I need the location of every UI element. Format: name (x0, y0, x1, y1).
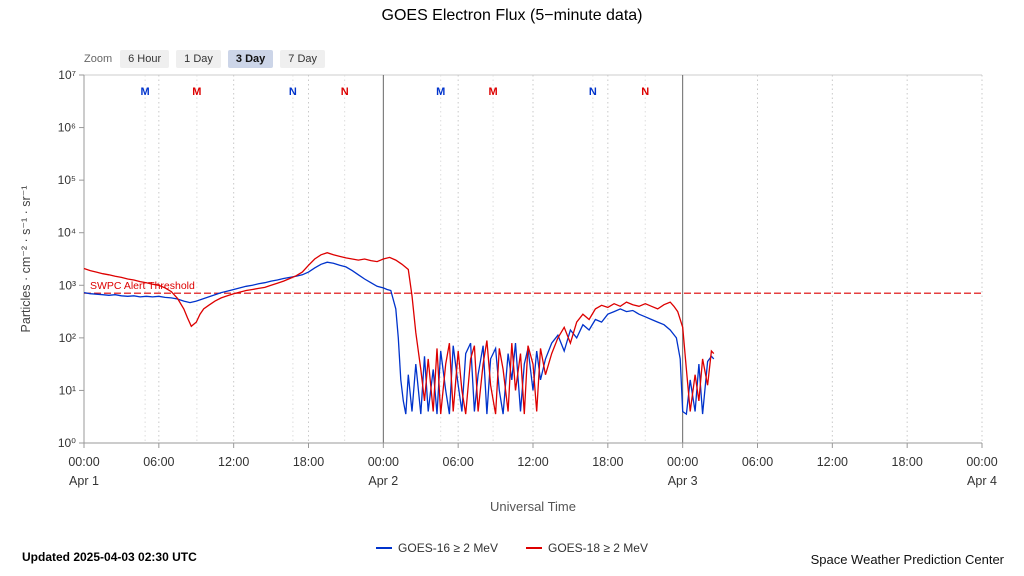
sat-local-time-marker: N (589, 86, 597, 98)
chart-title: GOES Electron Flux (5−minute data) (381, 7, 643, 24)
x-tick-label: 18:00 (293, 455, 324, 469)
series-line-goes16 (83, 261, 715, 416)
x-tick-label: 12:00 (218, 455, 249, 469)
x-tick-label: 06:00 (143, 455, 174, 469)
flux-chart-plot-area[interactable]: 00:00 06:00 12:00 18:00 00:00 06:00 12:00 18:00… (0, 0, 1024, 530)
sat-local-time-marker: N (641, 86, 649, 98)
legend-item-goes16[interactable]: GOES-16 ≥ 2 MeV (376, 541, 498, 555)
x-date-label: Apr 3 (668, 474, 698, 488)
zoom-label: Zoom (84, 53, 113, 65)
y-tick-label: 10⁶ (58, 121, 76, 135)
y-tick-label: 10² (59, 331, 76, 345)
goes18-line-swatch-icon (526, 547, 542, 549)
zoom-button-1-day[interactable]: 1 Day (176, 50, 221, 68)
x-tick-label: 18:00 (892, 455, 923, 469)
x-date-label: Apr 1 (69, 474, 99, 488)
sat-local-time-marker: N (289, 86, 297, 98)
x-tick-label: 06:00 (443, 455, 474, 469)
x-tick-label: 06:00 (742, 455, 773, 469)
y-axis-title: Particles · cm⁻² · s⁻¹ · sr⁻¹ (19, 186, 33, 333)
updated-timestamp: Updated 2025-04-03 02:30 UTC (22, 550, 197, 564)
x-tick-label: 00:00 (68, 455, 99, 469)
zoom-button-6-hour[interactable]: 6 Hour (120, 50, 170, 68)
zoom-toolbar: Zoom 6 Hour 1 Day 3 Day 7 Day (84, 50, 326, 68)
zoom-button-3-day[interactable]: 3 Day (227, 50, 274, 68)
x-tick-label: 00:00 (966, 455, 997, 469)
x-tick-label: 12:00 (517, 455, 548, 469)
legend-item-goes18[interactable]: GOES-18 ≥ 2 MeV (526, 541, 648, 555)
y-tick-label: 10¹ (59, 383, 76, 397)
sat-local-time-marker: M (436, 86, 445, 98)
sat-local-time-marker: M (192, 86, 201, 98)
chart-legend: GOES-16 ≥ 2 MeV GOES-18 ≥ 2 MeV (0, 541, 1024, 555)
x-date-label: Apr 4 (967, 474, 997, 488)
x-axis-title: Universal Time (490, 499, 576, 514)
x-date-label: Apr 2 (368, 474, 398, 488)
series-line-goes18 (83, 252, 715, 415)
alert-threshold-label: SWPC Alert Threshold (90, 280, 195, 292)
sat-local-time-marker: M (489, 86, 498, 98)
y-tick-label: 10⁰ (58, 436, 76, 450)
sat-local-time-marker: M (141, 86, 150, 98)
source-attribution: Space Weather Prediction Center (810, 552, 1004, 567)
sat-local-time-marker: N (341, 86, 349, 98)
goes16-line-swatch-icon (376, 547, 393, 549)
x-tick-label: 00:00 (368, 455, 399, 469)
y-tick-label: 10⁵ (58, 173, 76, 187)
x-tick-label: 00:00 (667, 455, 698, 469)
legend-label-goes16: GOES-16 ≥ 2 MeV (398, 541, 498, 555)
y-tick-label: 10³ (59, 278, 76, 292)
legend-label-goes18: GOES-18 ≥ 2 MeV (548, 541, 648, 555)
x-tick-label: 18:00 (592, 455, 623, 469)
y-tick-label: 10⁷ (58, 68, 76, 82)
y-tick-label: 10⁴ (57, 226, 76, 240)
x-tick-label: 12:00 (817, 455, 848, 469)
zoom-button-7-day[interactable]: 7 Day (280, 50, 326, 68)
